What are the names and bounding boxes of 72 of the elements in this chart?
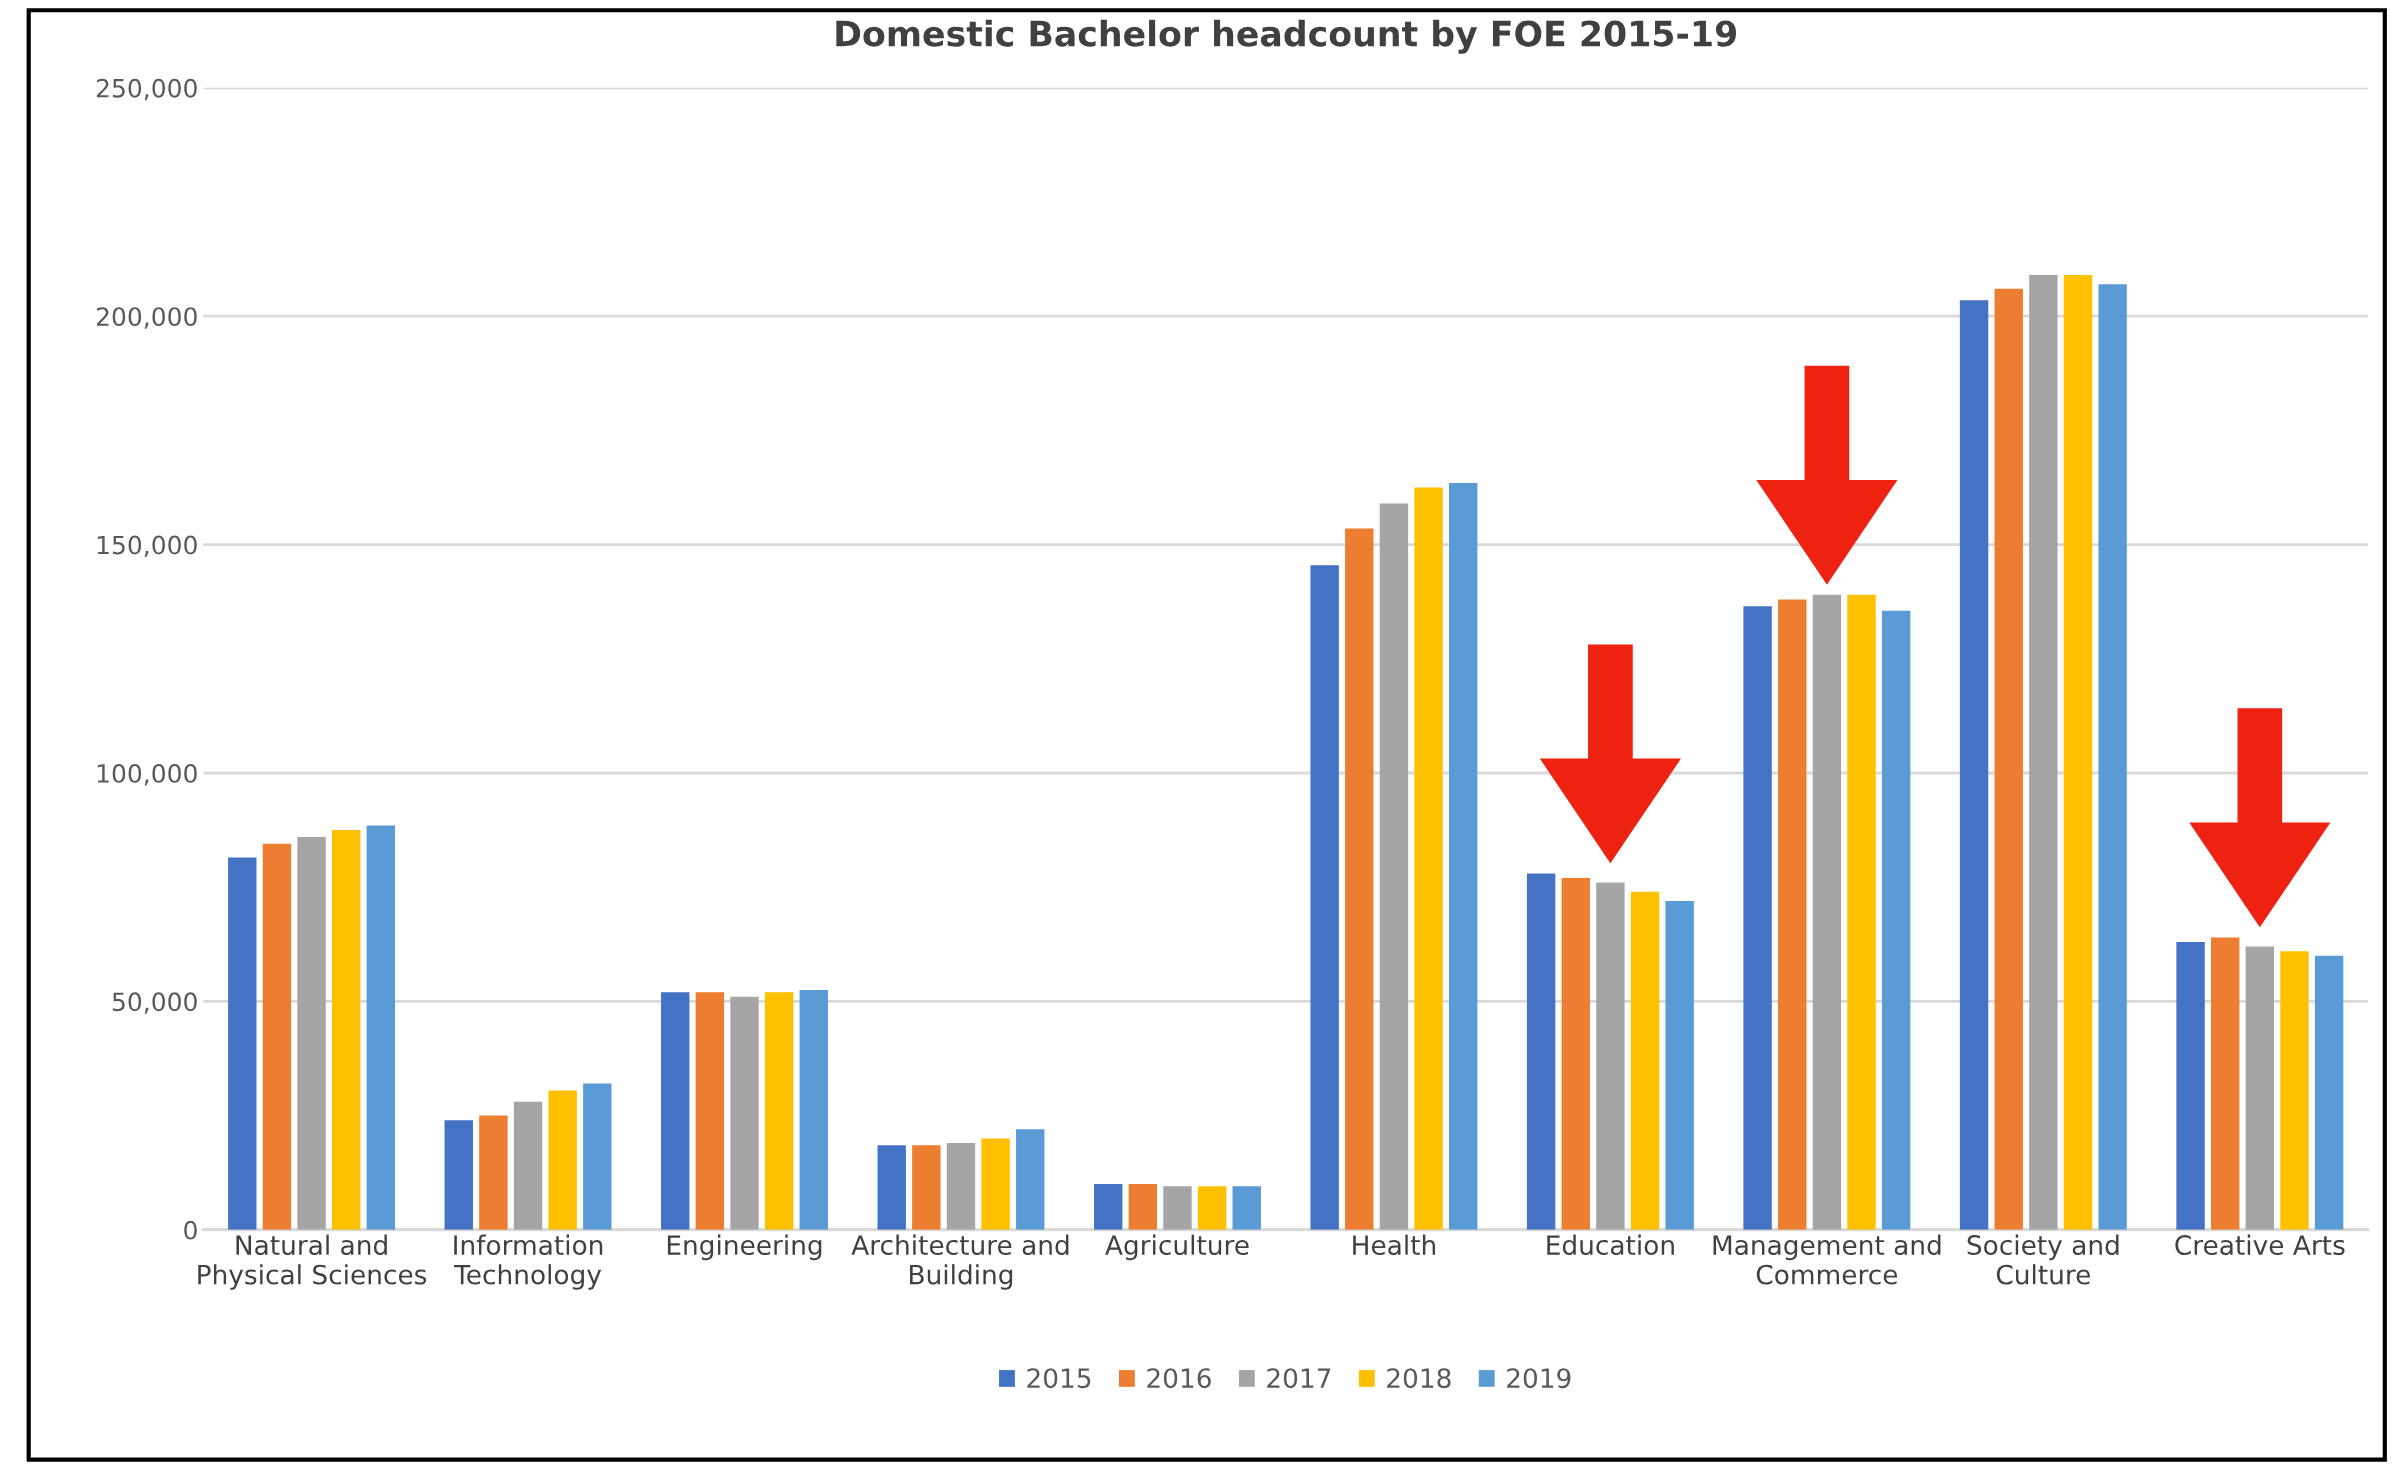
bar — [2063, 275, 2093, 1230]
y-tick-label: 100,000 — [97, 763, 197, 786]
x-tick-label: Health — [1353, 1234, 1436, 1256]
y-tick-label: 0 — [184, 1220, 197, 1240]
bar — [799, 989, 828, 1230]
bar — [1414, 487, 1443, 1230]
bar — [262, 843, 292, 1230]
bar — [1232, 1186, 1261, 1230]
y-tick-label: 250,000 — [96, 78, 197, 101]
x-tick-label: Architecture and Building — [851, 1234, 1069, 1290]
x-tick-label: Natural and Physical Sciences — [198, 1234, 427, 1290]
x-tick-label: Information Technology — [454, 1234, 603, 1290]
chart-title: Domestic Bachelor headcount by FOE 2015-19 — [836, 19, 1737, 54]
bar — [1345, 528, 1374, 1230]
bar — [297, 836, 326, 1230]
bar — [2211, 937, 2240, 1230]
bar — [877, 1145, 906, 1230]
bar — [1665, 900, 1694, 1230]
bar — [1778, 599, 1807, 1230]
bar — [661, 992, 690, 1230]
bar — [1812, 594, 1842, 1230]
bar — [764, 992, 794, 1230]
bar — [1959, 300, 1989, 1230]
bar — [912, 1145, 941, 1230]
bar — [1994, 288, 2023, 1230]
bar — [1881, 610, 1911, 1230]
bar — [1596, 882, 1625, 1230]
bar — [730, 996, 759, 1230]
bar — [1310, 565, 1339, 1230]
bar — [946, 1142, 976, 1230]
bar — [981, 1138, 1010, 1230]
legend-label: 2018 — [1387, 1368, 1451, 1389]
y-tick-label: 200,000 — [96, 307, 197, 329]
bar — [695, 992, 725, 1230]
bar — [1197, 1186, 1227, 1230]
x-tick-label: Education — [1547, 1234, 1674, 1256]
bar — [2098, 284, 2127, 1230]
bar — [1449, 482, 1478, 1230]
bar — [548, 1090, 577, 1230]
bar — [2245, 946, 2275, 1230]
x-tick-label: Agriculture — [1105, 1234, 1249, 1261]
bar — [1093, 1184, 1123, 1230]
bar — [1526, 873, 1556, 1230]
legend-label: 2017 — [1267, 1368, 1331, 1389]
bar — [1163, 1186, 1192, 1230]
bar — [1128, 1184, 1158, 1230]
bar — [1561, 878, 1590, 1230]
bar — [1630, 891, 1660, 1230]
bar — [1379, 503, 1409, 1230]
bar — [479, 1115, 508, 1230]
bar — [1743, 606, 1772, 1230]
bar — [2280, 951, 2309, 1230]
x-tick-label: Engineering — [667, 1234, 822, 1261]
bar — [2176, 942, 2205, 1230]
bar — [366, 825, 396, 1230]
x-tick-label: Management and Commerce — [1713, 1234, 1941, 1285]
legend-label: 2016 — [1147, 1368, 1211, 1389]
y-tick-label: 50,000 — [112, 992, 197, 1014]
bar — [1847, 594, 1876, 1230]
bar — [2029, 275, 2058, 1230]
x-tick-label: Society and Culture — [1967, 1234, 2119, 1285]
bar — [513, 1101, 543, 1230]
legend-label: 2019 — [1507, 1368, 1571, 1389]
legend-label: 2015 — [1027, 1368, 1091, 1389]
x-tick-label: Creative Arts — [2175, 1234, 2345, 1256]
bar — [444, 1120, 473, 1230]
bar — [331, 830, 361, 1230]
bar — [2314, 955, 2344, 1230]
y-tick-label: 150,000 — [97, 535, 197, 558]
bar — [583, 1083, 612, 1230]
bar — [228, 857, 257, 1230]
bar — [1016, 1129, 1045, 1230]
